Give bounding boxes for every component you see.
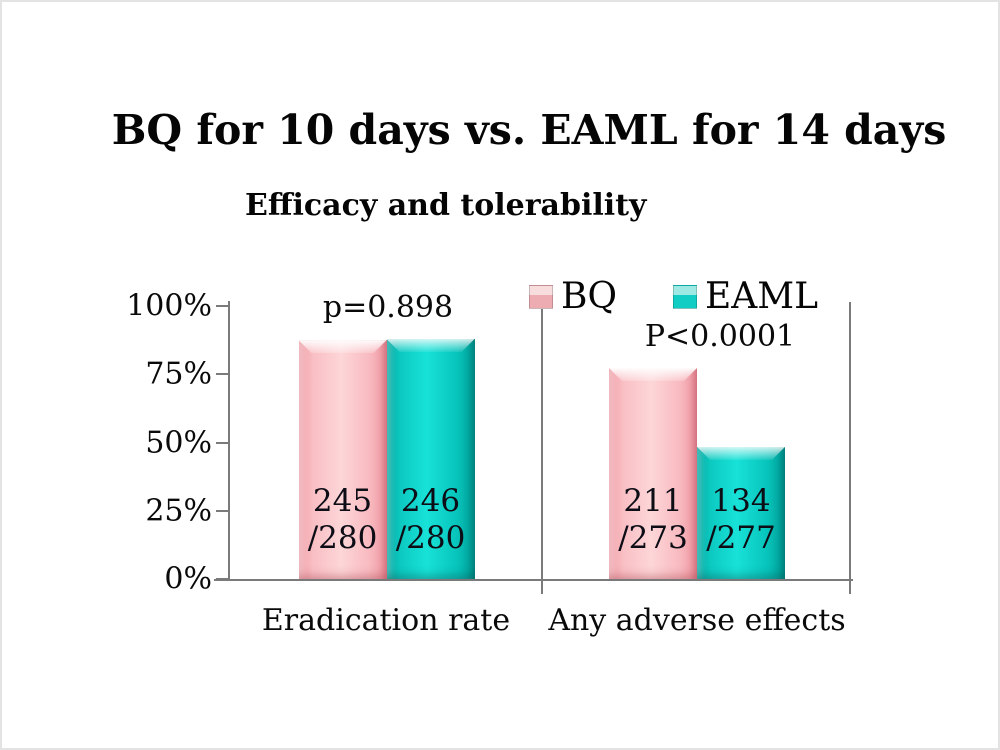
legend-label-bq: BQ [561,276,617,317]
bar-eaml-adverse: 134 /277 [697,446,785,579]
legend: BQ EAML [529,279,818,315]
bq-swatch-icon [529,285,553,309]
bar-group-adverse: 211 /273 134 /277 [543,306,851,579]
category-separator-line [541,302,543,594]
pvalue-adverse: P<0.0001 [644,318,796,354]
chart-title: Efficacy and tolerability [245,188,647,223]
y-tick-label: 100% [126,288,212,324]
slide-title: BQ for 10 days vs. EAML for 14 days [111,106,947,154]
y-tick-label: 25% [145,493,212,529]
y-axis-line [228,301,230,581]
bar-chart: 100% 75% 50% 25% 0% BQ EAML p=0.898 P<0.… [126,279,853,638]
legend-label-eaml: EAML [704,276,819,317]
legend-item-bq: BQ [529,279,617,315]
category-label-adverse: Any adverse effects [548,603,846,638]
bar-value-label: 245 /280 [307,483,378,556]
legend-item-eaml: EAML [672,276,819,317]
bar-value-label: 246 /280 [395,483,466,556]
y-tick-mark [216,441,228,444]
bar-bq-eradication: 245 /280 [298,340,387,579]
eaml-swatch-icon [672,285,697,309]
y-tick-mark [216,578,228,580]
y-tick-mark [216,509,228,512]
bar-group-eradication: 245 /280 246 /280 [230,306,543,579]
plot-right-border [849,302,851,594]
y-tick-mark [216,373,228,376]
bar-eaml-eradication: 246 /280 [386,339,475,579]
category-label-eradication: Eradication rate [261,603,511,638]
y-tick-mark [216,305,228,307]
bar-value-label: 134 /277 [706,483,776,556]
x-axis-line [214,579,853,581]
bar-bq-adverse: 211 /273 [609,367,697,579]
y-tick-label: 75% [145,356,212,392]
y-tick-label: 0% [164,561,212,597]
pvalue-eradication: p=0.898 [322,290,454,326]
y-tick-label: 50% [145,425,212,460]
bar-value-label: 211 /273 [618,483,688,556]
